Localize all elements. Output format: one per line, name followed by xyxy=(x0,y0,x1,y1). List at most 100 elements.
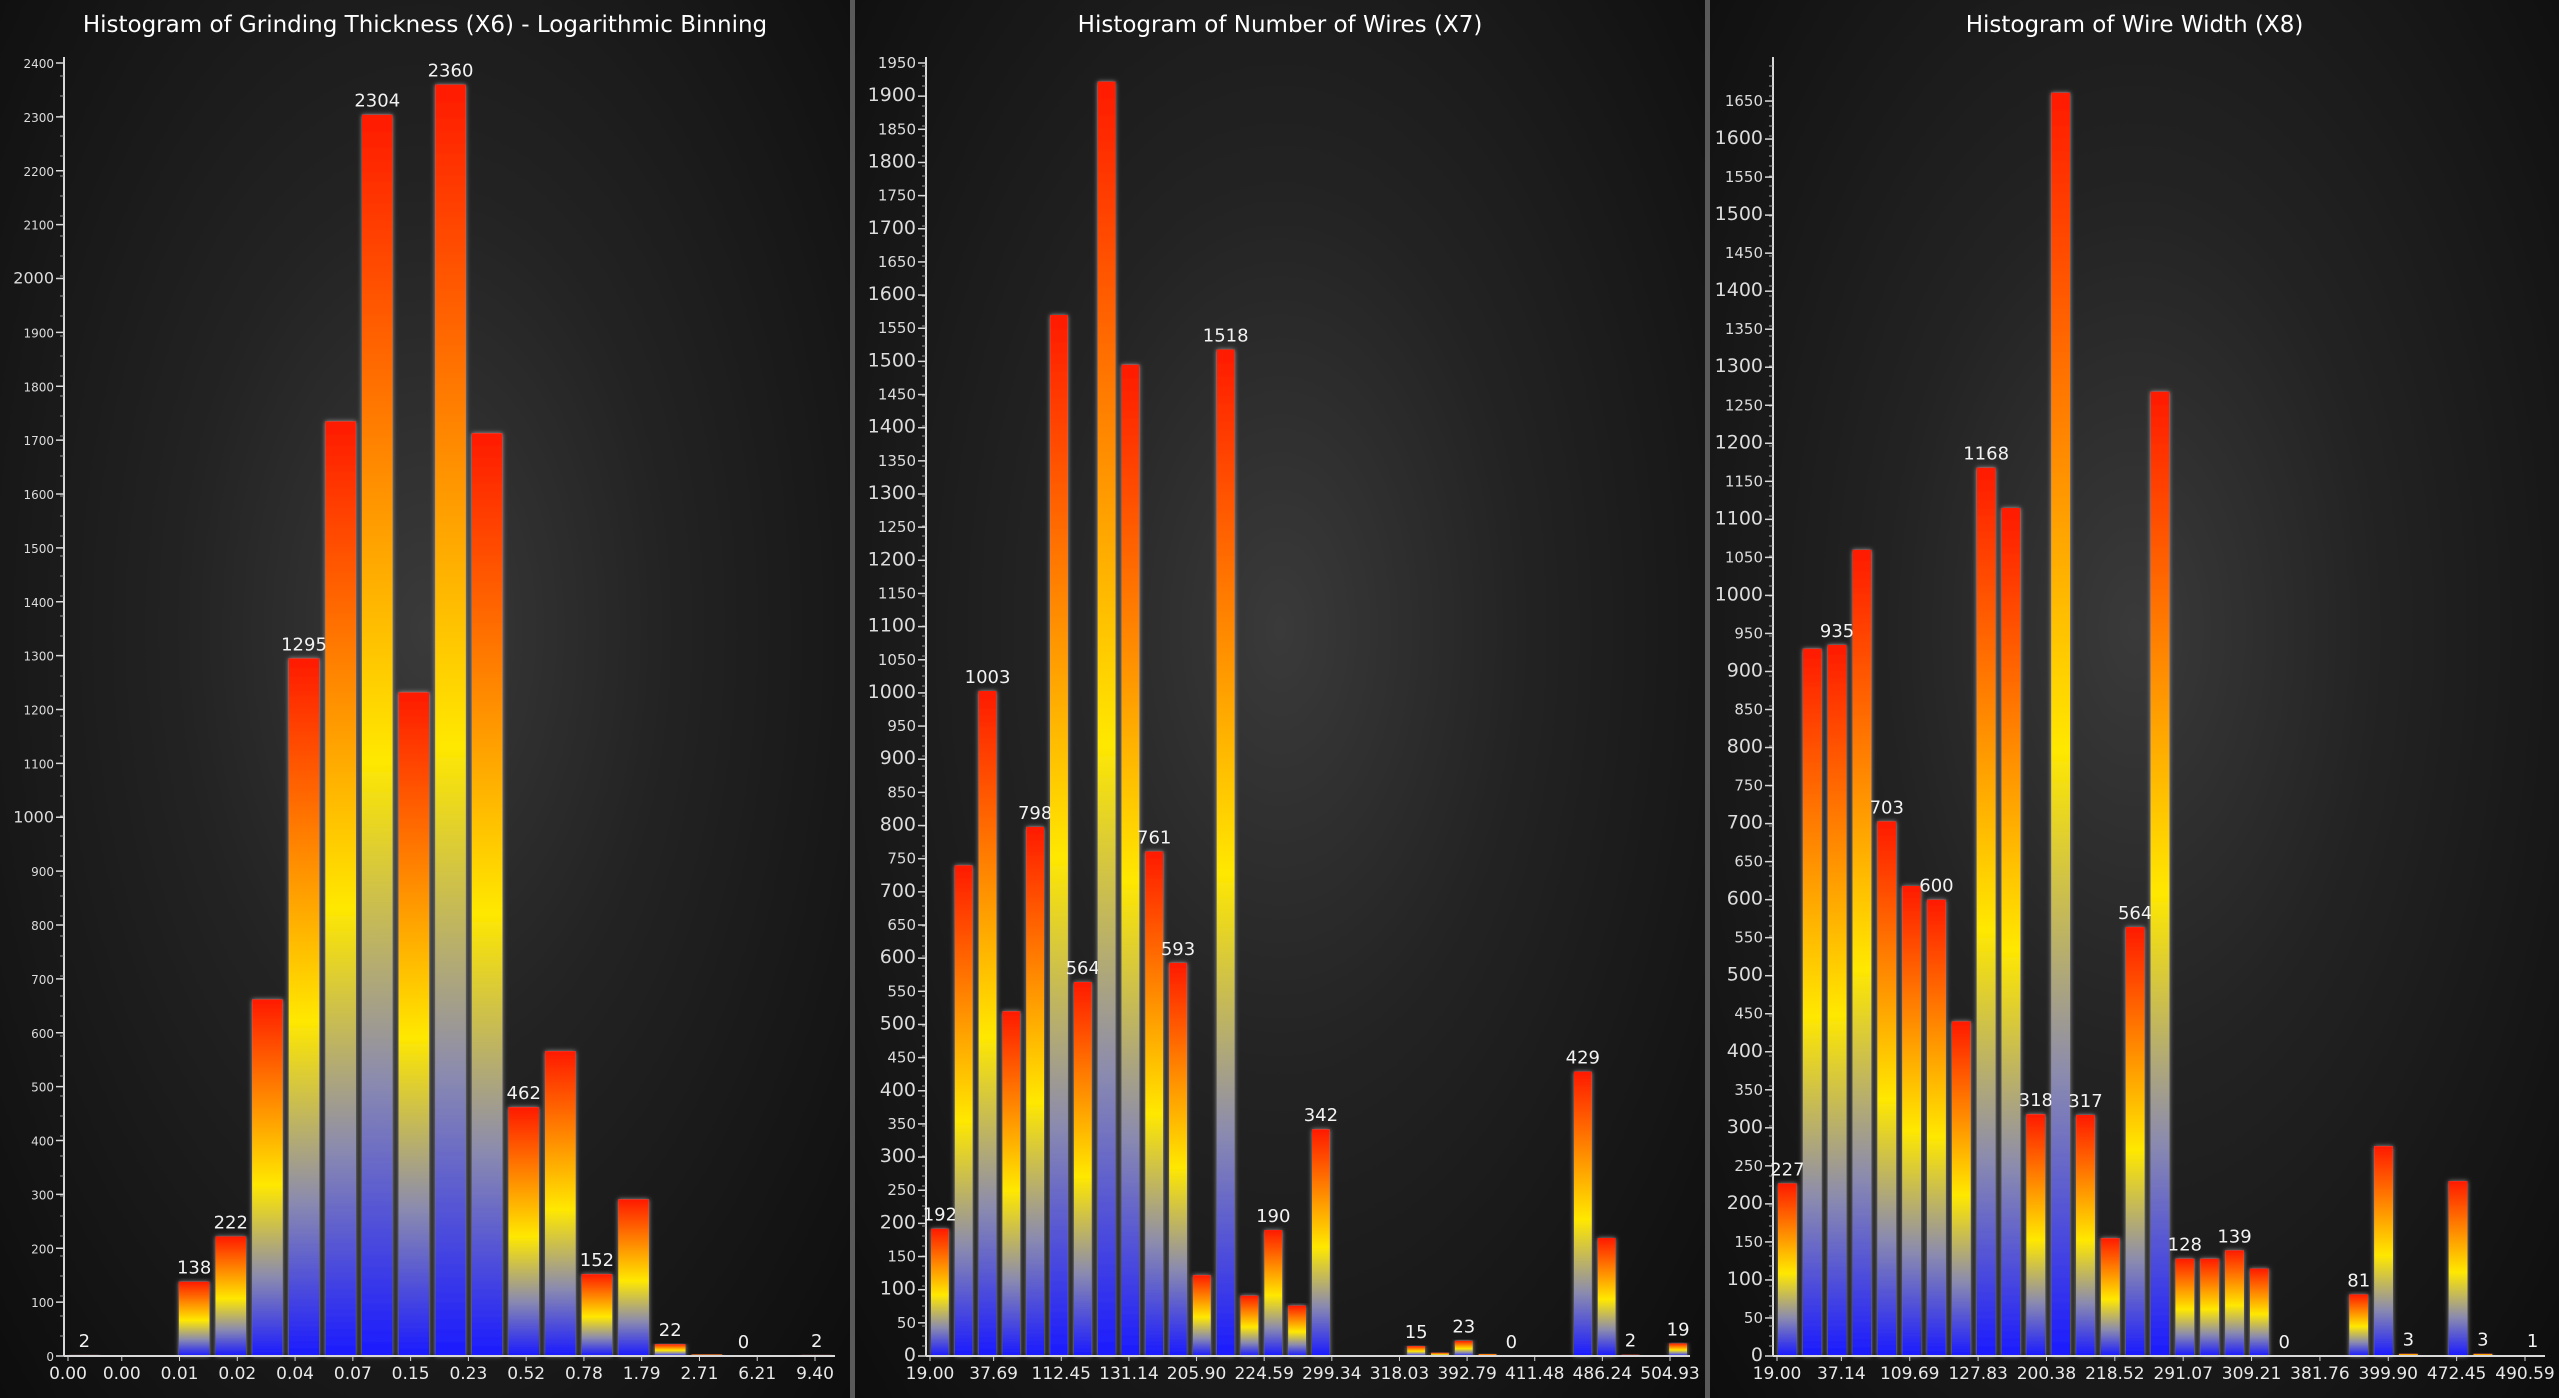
y-tick-label: 400 xyxy=(880,1079,916,1101)
bar-value-label: 139 xyxy=(2217,1226,2251,1247)
histogram-bar xyxy=(2125,927,2145,1356)
x-tick-label: 299.34 xyxy=(1302,1364,1361,1384)
x-tick-label: 0.07 xyxy=(334,1364,372,1384)
x-tick-label: 200.38 xyxy=(2017,1364,2076,1384)
histogram-bar xyxy=(1802,648,1822,1356)
bar-value-label: 128 xyxy=(2168,1235,2202,1256)
bar-value-label: 798 xyxy=(1018,803,1052,824)
y-tick-label: 150 xyxy=(1734,1233,1763,1251)
y-tick-label: 750 xyxy=(887,850,916,868)
x-tick-label: 309.21 xyxy=(2222,1364,2281,1384)
y-tick-label: 1000 xyxy=(1715,583,1763,605)
bar-value-label: 429 xyxy=(1566,1048,1600,1069)
bar-value-label: 1 xyxy=(2527,1331,2538,1352)
y-tick-label: 1600 xyxy=(868,283,916,305)
histogram-bar xyxy=(1121,364,1140,1356)
x-tick-label: 399.90 xyxy=(2359,1364,2418,1384)
y-tick-label: 1000 xyxy=(868,681,916,703)
histogram-bar xyxy=(1073,982,1092,1356)
histogram-bar xyxy=(1669,1343,1687,1356)
bar-value-label: 222 xyxy=(214,1212,248,1233)
chart-title: Histogram of Number of Wires (X7) xyxy=(1077,12,1483,38)
y-tick-label: 100 xyxy=(880,1278,916,1300)
y-tick-label: 1450 xyxy=(1725,244,1763,262)
histogram-bar xyxy=(1288,1305,1306,1356)
y-tick-label: 50 xyxy=(1744,1309,1763,1327)
bar-value-label: 317 xyxy=(2068,1091,2102,1112)
y-tick-label: 450 xyxy=(1734,1005,1763,1023)
y-tick-label: 600 xyxy=(1727,888,1763,910)
y-tick-label: 1400 xyxy=(23,596,54,610)
y-tick-label: 1300 xyxy=(868,482,916,504)
bar-value-label: 761 xyxy=(1137,827,1171,848)
y-tick-label: 0 xyxy=(904,1344,916,1366)
y-tick-label: 2000 xyxy=(13,269,54,288)
histogram-bar xyxy=(435,84,466,1356)
y-tick-label: 1200 xyxy=(868,548,916,570)
y-tick-label: 1800 xyxy=(868,150,916,172)
histogram-bar xyxy=(508,1107,540,1356)
bar-value-label: 152 xyxy=(580,1250,614,1271)
y-tick-label: 750 xyxy=(1734,777,1763,795)
histogram-bar xyxy=(2398,1353,2418,1356)
bar-value-label: 192 xyxy=(923,1205,957,1226)
bar-value-label: 3 xyxy=(2403,1330,2414,1351)
x-tick-label: 0.78 xyxy=(565,1364,603,1384)
bar-value-label: 703 xyxy=(1870,797,1904,818)
y-tick-label: 2300 xyxy=(23,111,54,125)
x-tick-label: 318.03 xyxy=(1370,1364,1429,1384)
y-tick-label: 1250 xyxy=(878,518,916,536)
y-tick-label: 1100 xyxy=(1715,507,1763,529)
y-tick-label: 1500 xyxy=(23,542,54,556)
histogram-plot: 0 100 200 300 400 500 600 700 800 900 1000 1100 1200… xyxy=(13,57,835,1384)
bar-value-label: 81 xyxy=(2347,1270,2370,1291)
y-tick-label: 2200 xyxy=(23,165,54,179)
y-tick-label: 650 xyxy=(887,916,916,934)
y-tick-label: 0 xyxy=(46,1350,54,1364)
bar-value-label: 2 xyxy=(811,1331,822,1352)
y-tick-label: 50 xyxy=(897,1314,916,1332)
y-tick-label: 1900 xyxy=(23,326,54,340)
x-tick-label: 486.24 xyxy=(1573,1364,1632,1384)
x-tick-label: 0.23 xyxy=(449,1364,487,1384)
histogram-bar xyxy=(1454,1340,1473,1356)
histogram-bar xyxy=(1264,1230,1283,1356)
histogram-bar xyxy=(1407,1346,1426,1356)
bar-value-label: 22 xyxy=(659,1320,682,1341)
y-tick-label: 1700 xyxy=(23,434,54,448)
bar-value-label: 462 xyxy=(507,1083,541,1104)
chart-panel-grinding-thickness: Histogram of Grinding Thickness (X6) - L… xyxy=(0,0,850,1398)
histogram-bar xyxy=(1573,1071,1592,1356)
histogram-bar xyxy=(1852,549,1872,1356)
bar-value-label: 227 xyxy=(1770,1159,1804,1180)
y-tick-label: 700 xyxy=(31,973,54,987)
y-tick-label: 550 xyxy=(1734,929,1763,947)
y-tick-label: 1350 xyxy=(878,452,916,470)
y-tick-label: 900 xyxy=(1727,659,1763,681)
y-tick-label: 150 xyxy=(887,1248,916,1266)
x-tick-label: 131.14 xyxy=(1099,1364,1158,1384)
histogram-bar xyxy=(2076,1114,2095,1356)
histogram-bar xyxy=(545,1051,576,1356)
x-tick-label: 392.79 xyxy=(1437,1364,1496,1384)
y-tick-label: 1100 xyxy=(23,757,54,771)
x-tick-label: 37.14 xyxy=(1817,1364,1866,1384)
y-tick-label: 1550 xyxy=(878,319,916,337)
chart-panel-number-of-wires: Histogram of Number of Wires (X7) 0 50 100… xyxy=(855,0,1705,1398)
x-tick-label: 411.48 xyxy=(1505,1364,1564,1384)
x-tick-label: 2.71 xyxy=(681,1364,719,1384)
bar-value-label: 564 xyxy=(1066,958,1100,979)
y-tick-label: 0 xyxy=(1751,1344,1763,1366)
bar-value-label: 0 xyxy=(2278,1332,2289,1353)
y-tick-label: 1300 xyxy=(23,650,54,664)
histogram-bar xyxy=(2249,1268,2269,1356)
histogram-bar xyxy=(2374,1146,2393,1356)
y-tick-label: 1650 xyxy=(1725,92,1763,110)
bar-value-label: 600 xyxy=(1919,876,1953,897)
histogram-bar xyxy=(252,999,283,1356)
y-tick-label: 100 xyxy=(31,1296,54,1310)
y-tick-label: 1000 xyxy=(13,807,54,826)
x-tick-label: 291.07 xyxy=(2153,1364,2212,1384)
histogram-bar xyxy=(1778,1183,1797,1356)
histogram-bar xyxy=(954,865,973,1356)
